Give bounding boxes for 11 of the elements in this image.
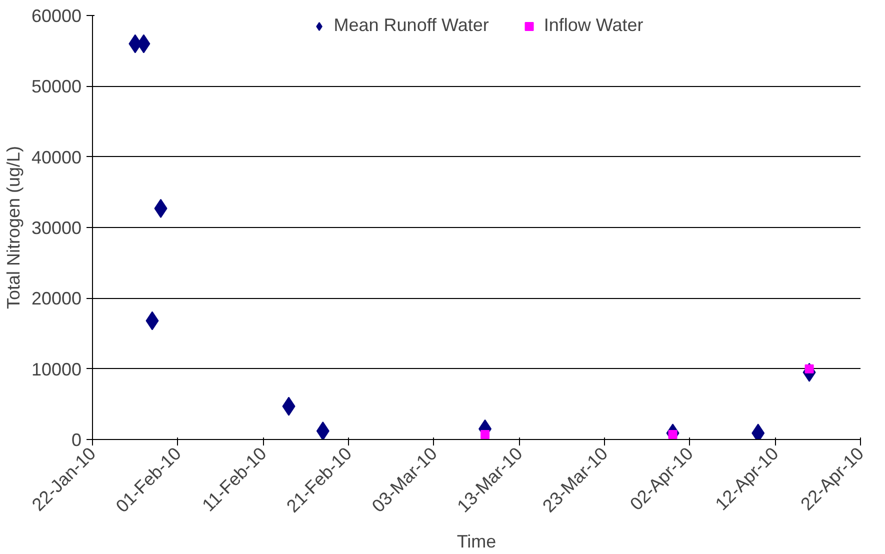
y-tick-label: 40000 — [31, 147, 82, 168]
x-axis-title: Time — [456, 531, 496, 552]
y-tick-label: 10000 — [31, 359, 82, 380]
y-tick-label: 60000 — [31, 6, 82, 26]
y-tick-label: 20000 — [31, 288, 82, 309]
legend-label: Mean Runoff Water — [334, 15, 489, 36]
legend-label: Inflow Water — [544, 15, 644, 36]
y-tick-label: 0 — [71, 430, 82, 450]
y-axis-title: Total Nitrogen (ug/L) — [3, 146, 24, 310]
y-tick-label: 30000 — [31, 218, 82, 238]
y-tick-label: 50000 — [31, 76, 82, 97]
